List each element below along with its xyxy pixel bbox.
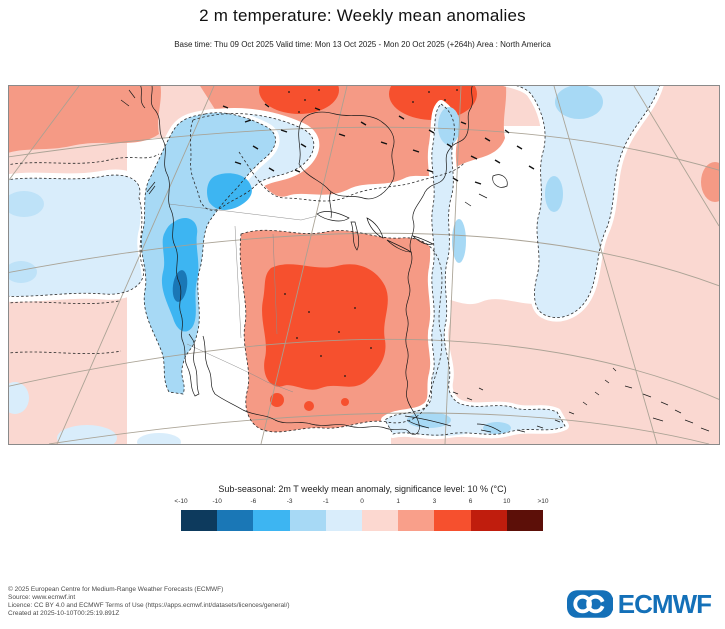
colorbar-title: Sub-seasonal: 2m T weekly mean anomaly, …	[218, 484, 507, 494]
colorbar-tick: -6	[250, 498, 257, 505]
colorbar-tick: 10	[503, 498, 511, 505]
colorbar-tick: -3	[286, 498, 293, 505]
base-valid-time-subtitle: Base time: Thu 09 Oct 2025 Valid time: M…	[174, 40, 551, 49]
stipple-dots	[284, 89, 458, 377]
colorbar-cell	[470, 510, 507, 531]
graticule	[9, 86, 719, 444]
lake-specks	[222, 103, 535, 185]
colorbar-ticks: <-10 -10 -6 -3 -1 0 1 3 6 10 >10	[174, 498, 548, 508]
colorbar-cell	[217, 510, 254, 531]
ecmwf-logo-text: ECMWF	[617, 589, 712, 619]
colorbar-tick: 3	[432, 498, 437, 505]
page-title: 2 m temperature: Weekly mean anomalies	[199, 6, 526, 25]
colorbar-tick: >10	[537, 498, 549, 505]
colorbar	[181, 510, 544, 531]
colorbar-tick: <-10	[174, 498, 188, 505]
copyright-line: © 2025 European Centre for Medium-Range …	[8, 586, 224, 593]
colorbar-cell	[181, 510, 218, 531]
footer-attribution: © 2025 European Centre for Medium-Range …	[8, 586, 290, 618]
colorbar-tick: 6	[468, 498, 473, 505]
colorbar-cell	[253, 510, 290, 531]
coastlines	[120, 86, 710, 435]
colorbar-tick: 1	[396, 498, 400, 505]
ecmwf-emblem-icon	[566, 590, 613, 618]
created-line: Created at 2025-10-10T00:25:19.891Z	[8, 610, 120, 617]
source-line: Source: www.ecmwf.int	[8, 594, 76, 601]
colorbar-tick: -1	[322, 498, 329, 505]
ecmwf-logo: ECMWF	[566, 589, 712, 619]
colorbar-cell	[289, 510, 326, 531]
anomaly-map	[8, 85, 720, 445]
colorbar-cell	[362, 510, 399, 531]
significance-dashes	[9, 86, 662, 436]
colorbar-cell	[506, 510, 544, 531]
country-borders	[168, 203, 318, 393]
colorbar-tick: 0	[360, 498, 364, 505]
colorbar-tick: -10	[212, 498, 222, 505]
anomaly-map-svg	[9, 86, 719, 444]
cool-anomaly-shapes	[9, 86, 661, 444]
colorbar-cell	[398, 510, 435, 531]
colorbar-cell	[434, 510, 471, 531]
licence-line: Licence: CC BY 4.0 and ECMWF Terms of Us…	[8, 602, 290, 609]
colorbar-cell	[325, 510, 363, 531]
